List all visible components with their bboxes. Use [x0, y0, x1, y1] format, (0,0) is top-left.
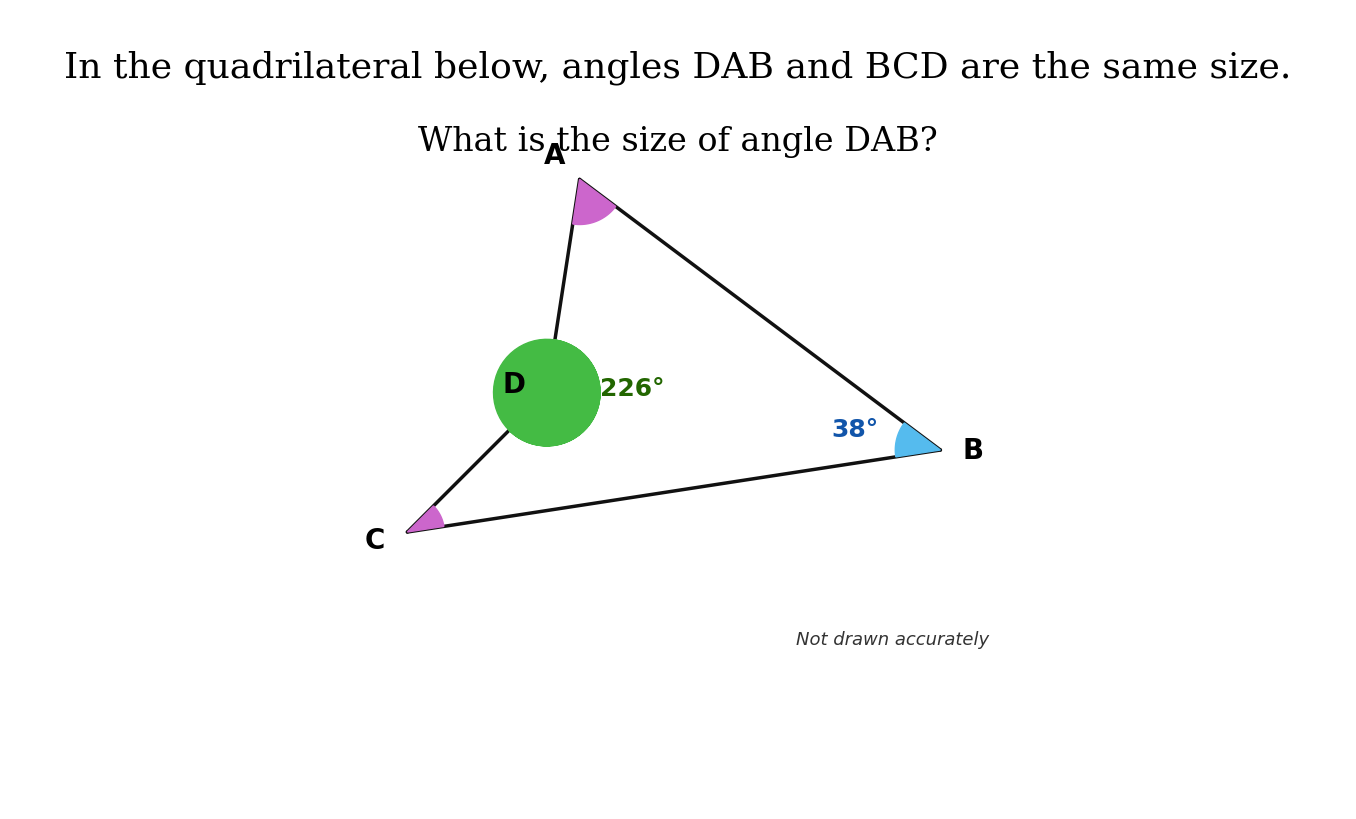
Text: B: B [963, 437, 983, 464]
Text: D: D [503, 371, 526, 399]
Polygon shape [572, 180, 616, 225]
Text: 226°: 226° [601, 377, 664, 401]
Text: 38°: 38° [831, 418, 879, 442]
Text: In the quadrilateral below, angles DAB and BCD are the same size.: In the quadrilateral below, angles DAB a… [64, 51, 1292, 85]
Polygon shape [407, 506, 443, 532]
Polygon shape [494, 340, 601, 446]
Text: C: C [365, 527, 385, 554]
Text: A: A [544, 142, 565, 170]
Text: What is the size of angle DAB?: What is the size of angle DAB? [418, 125, 938, 158]
Polygon shape [895, 423, 941, 457]
Text: Not drawn accurately: Not drawn accurately [796, 630, 990, 648]
